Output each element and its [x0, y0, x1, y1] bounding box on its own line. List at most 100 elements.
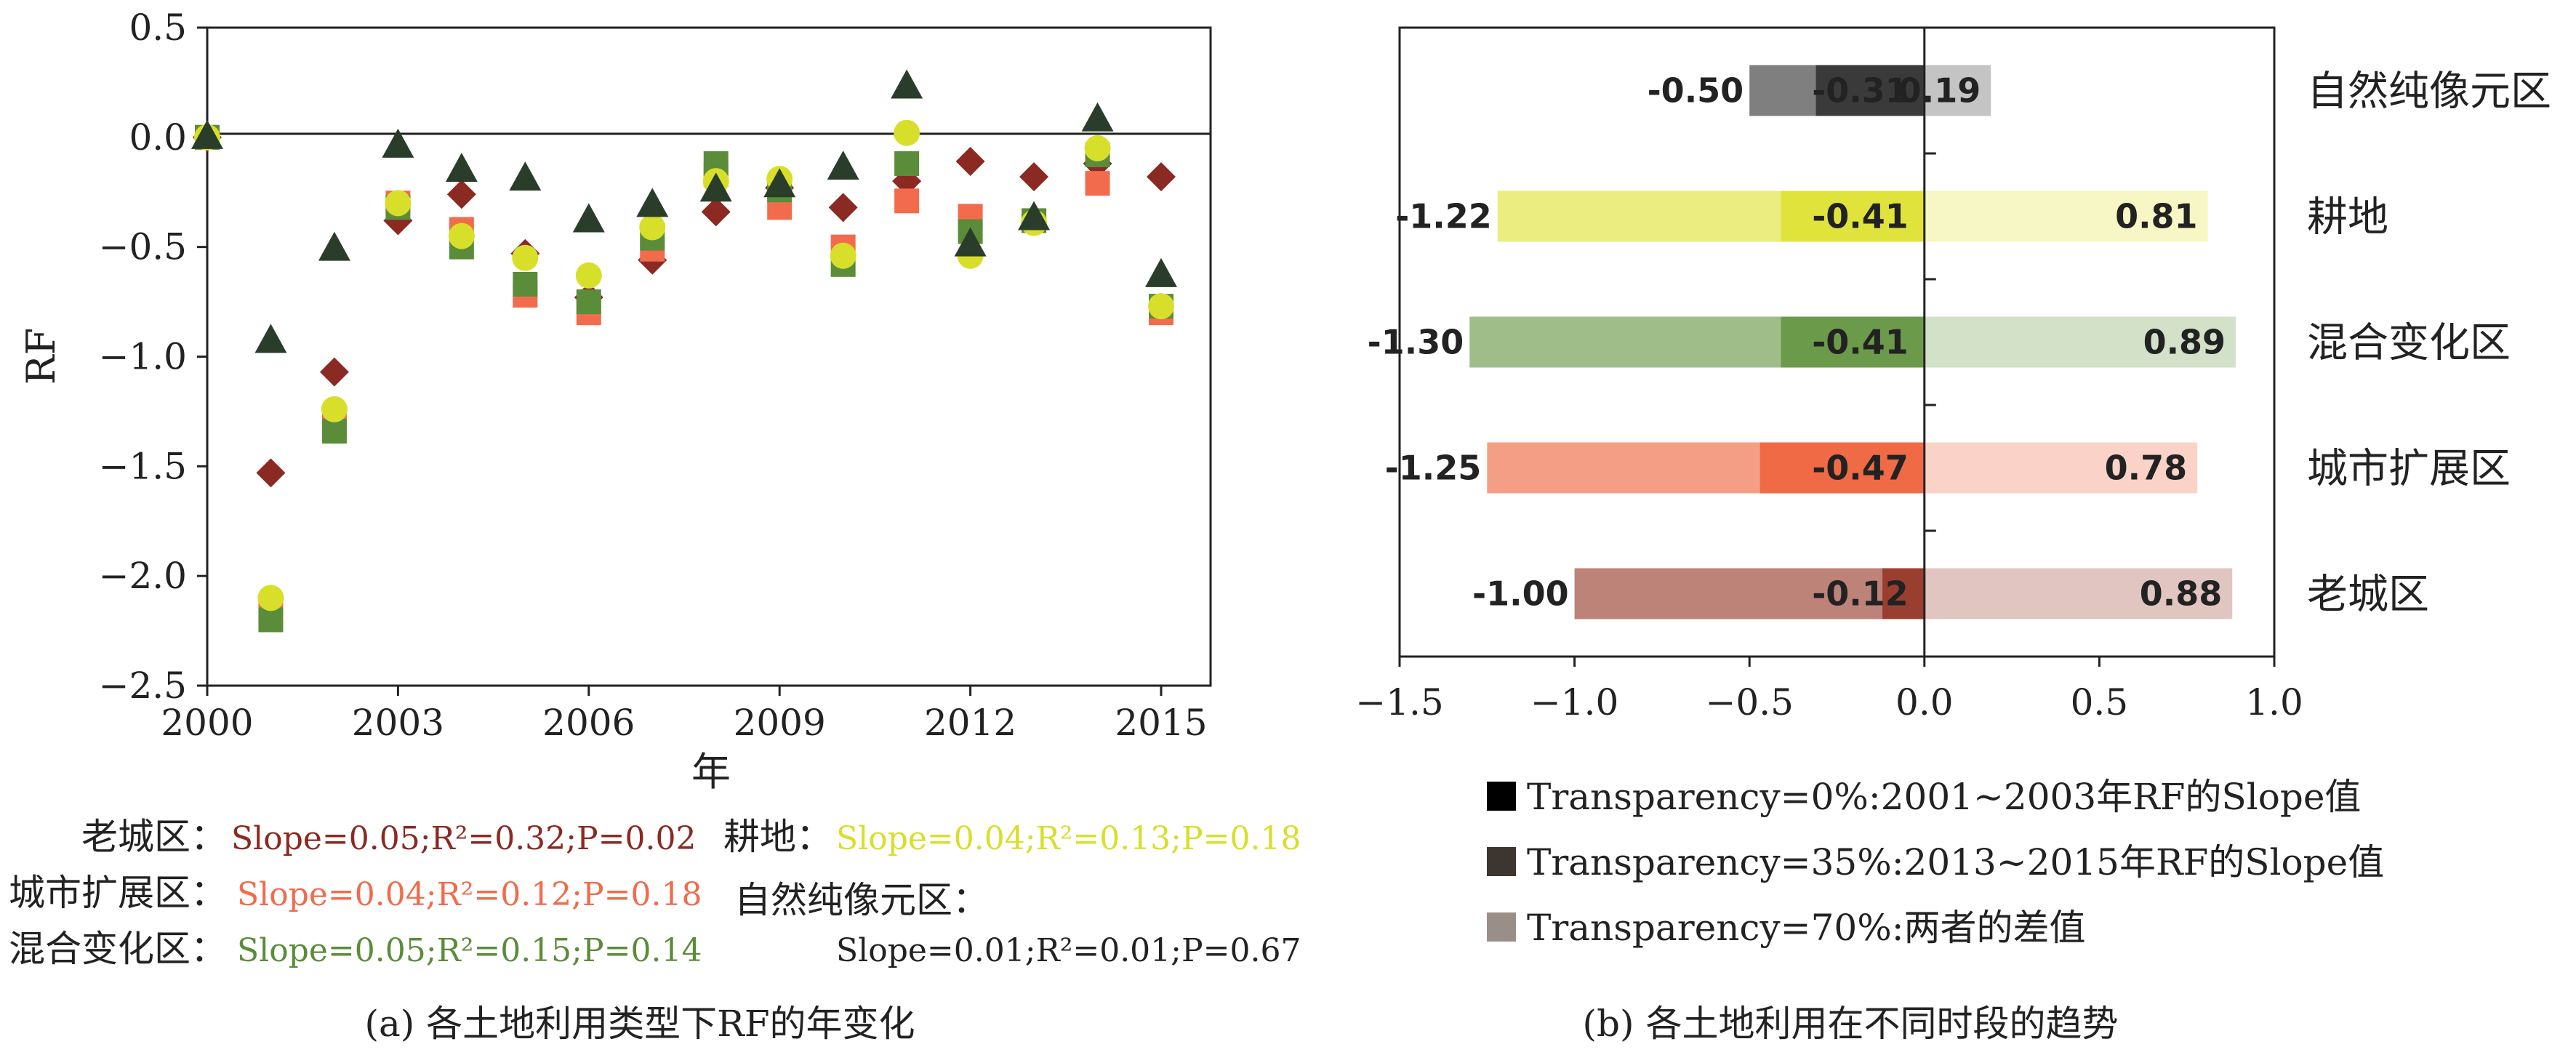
data-point-triangle — [763, 168, 796, 198]
panel-a-data-points — [191, 69, 1177, 633]
bar-label-difference: 0.78 — [2105, 449, 2188, 488]
panel-a-y-axis-title: RF — [18, 328, 64, 385]
series-triangle-4 — [191, 69, 1177, 353]
stats-label-cropland: 耕地： — [723, 816, 832, 858]
x-tick-label: 2006 — [542, 702, 635, 744]
stats-label-urban-expansion: 城市扩展区： — [9, 872, 227, 914]
data-point-circle — [1148, 293, 1174, 320]
bar-label-later-period: -1.30 — [1368, 323, 1464, 362]
data-point-circle — [257, 585, 284, 611]
data-point-triangle — [382, 128, 414, 158]
bar-segment — [1781, 190, 1925, 242]
data-point-circle — [385, 190, 412, 217]
x-tick-label: −1.5 — [1355, 681, 1443, 723]
bar-label-early-period: -0.47 — [1812, 449, 1909, 488]
x-tick-label: 0.5 — [2071, 681, 2129, 723]
data-point-square — [513, 271, 538, 297]
data-point-triangle — [891, 69, 923, 99]
data-point-triangle — [509, 161, 542, 191]
bar-label-difference: 0.19 — [1898, 71, 1981, 111]
data-point-circle — [830, 242, 856, 269]
bar-label-later-period: -1.25 — [1385, 449, 1482, 488]
panel-a-plot-frame — [206, 26, 1212, 687]
stats-name: 老城区 — [81, 816, 190, 858]
data-point-triangle — [954, 227, 987, 257]
y-tick-label: −2.5 — [99, 665, 187, 707]
y-tick-label: −0.5 — [99, 226, 187, 268]
bar-segment — [1924, 316, 2236, 368]
data-point-triangle — [445, 153, 478, 182]
data-point-diamond — [319, 357, 349, 387]
panel-b-legend: Transparency=0%:2001~2003年RF的Slope值 Trans… — [1487, 776, 2384, 949]
stats-label-natural-pixel: 自然纯像元区： — [734, 879, 989, 921]
panel-b-caption: (b) 各土地利用在不同时段的趋势 — [1583, 1003, 2119, 1045]
panel-a-x-ticks: 2000 2003 2006 2009 2012 2015 — [161, 686, 1208, 744]
data-point-square — [321, 419, 347, 444]
category-label: 耕地 — [2307, 194, 2388, 241]
panel-a-caption: (a) 各土地利用类型下RF的年变化 — [364, 1003, 915, 1045]
data-point-circle — [639, 214, 666, 241]
legend-swatch — [1487, 847, 1516, 876]
x-tick-label: 2012 — [924, 702, 1016, 744]
data-point-diamond — [701, 197, 731, 227]
data-point-triangle — [191, 119, 223, 149]
panel-b-x-ticks: −1.5 −1.0 −0.5 0.0 0.5 1.0 — [1355, 657, 2303, 723]
stats-cropland: Slope=0.04;R²=0.13;P=0.18 — [836, 820, 1301, 857]
y-tick-label: −2.0 — [99, 555, 187, 597]
bar-segment — [1781, 316, 1925, 368]
bar-segment — [1924, 568, 2233, 619]
bar-label-later-period: -1.22 — [1395, 197, 1492, 236]
panel-b-plot-frame — [1398, 26, 2276, 658]
data-point-diamond — [955, 147, 985, 177]
y-tick-label: −1.0 — [99, 336, 187, 378]
panel-a-stats: 老城区： Slope=0.05;R²=0.32;P=0.02 城市扩展区： Sl… — [9, 816, 1301, 970]
data-point-square — [894, 188, 920, 214]
panel-a-x-axis-title: 年 — [691, 749, 731, 795]
stats-name: 城市扩展区 — [9, 872, 190, 914]
data-point-square — [576, 289, 601, 315]
data-point-triangle — [572, 203, 605, 233]
data-point-circle — [1084, 135, 1111, 161]
bar-label-later-period: -1.00 — [1472, 574, 1569, 614]
x-tick-label: −0.5 — [1705, 681, 1793, 723]
bar-segment — [1815, 65, 1925, 116]
data-point-triangle — [1145, 257, 1177, 287]
bar-label-difference: 0.81 — [2115, 197, 2198, 236]
panel-b: -0.50 -0.310.19 -1.22 -0.41 0.81 -1.30 -0.41 0.… — [1355, 26, 2551, 1045]
data-point-diamond — [1019, 162, 1049, 192]
data-point-triangle — [1081, 102, 1114, 132]
x-tick-label: 0.0 — [1895, 681, 1954, 723]
panel-a-y-ticks: −2.5 −2.0 −1.5 −1.0 −0.5 0.0 0.5 — [99, 7, 207, 707]
bar-segment — [1882, 568, 1925, 619]
y-tick-label: 0.5 — [129, 7, 187, 49]
y-tick-label: −1.5 — [99, 445, 187, 487]
legend-entry: Transparency=70%:两者的差值 — [1527, 907, 2086, 949]
data-point-circle — [575, 262, 602, 289]
x-tick-label: 1.0 — [2245, 681, 2303, 723]
x-tick-label: 2009 — [734, 702, 826, 744]
data-point-square — [258, 607, 284, 633]
category-label: 老城区 — [2307, 571, 2429, 619]
bar-segment — [1924, 65, 1991, 116]
data-point-triangle — [254, 324, 287, 353]
data-point-circle — [894, 119, 920, 146]
y-tick-label: 0.0 — [129, 116, 187, 159]
stats-name: 混合变化区 — [9, 928, 190, 970]
legend-swatch — [1487, 912, 1516, 942]
stats-urban-expansion: Slope=0.04;R²=0.12;P=0.18 — [237, 876, 702, 913]
bar-segment — [1760, 442, 1925, 494]
data-point-triangle — [827, 151, 859, 180]
stats-label-old-city: 老城区： — [81, 816, 227, 858]
bar-label-early-period: -0.41 — [1812, 197, 1909, 236]
x-tick-label: −1.0 — [1530, 681, 1618, 723]
stats-natural-pixel: Slope=0.01;R²=0.01;P=0.67 — [836, 932, 1301, 969]
bar-segment — [1574, 568, 1925, 619]
legend-entry: Transparency=35%:2013~2015年RF的Slope值 — [1527, 841, 2384, 883]
stats-name: 耕地 — [723, 816, 796, 858]
data-point-triangle — [699, 172, 732, 202]
bar-label-early-period: -0.12 — [1812, 574, 1909, 614]
bar-label-early-period: -0.31 — [1812, 71, 1909, 111]
data-point-square — [1085, 171, 1110, 196]
